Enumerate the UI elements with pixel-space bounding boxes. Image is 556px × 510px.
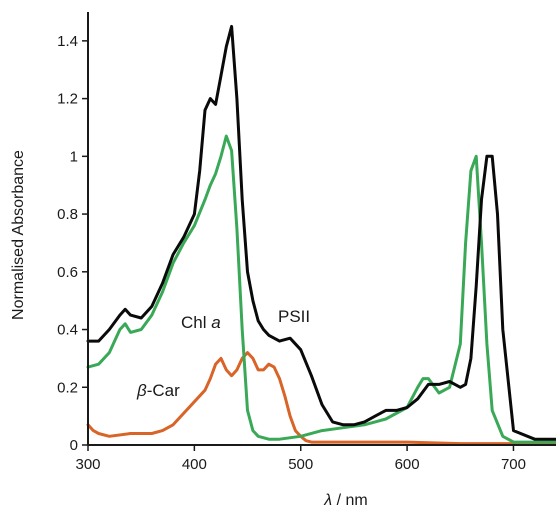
x-tick-label: 500	[288, 456, 313, 473]
beta-car-series-line	[86, 351, 556, 446]
psii-label: PSII	[278, 307, 310, 326]
x-tick-label: 400	[182, 456, 207, 473]
chl-a-label-main: Chl	[181, 313, 211, 332]
beta-car-label-greek: β	[136, 381, 147, 400]
y-tick-label: 1.2	[57, 91, 78, 108]
series-layer	[86, 24, 556, 446]
y-tick-label: 1.4	[57, 33, 78, 50]
x-axis-title: λ / nm	[323, 492, 367, 509]
beta-car-label-rest: -Car	[147, 381, 180, 400]
y-tick-label: 0	[70, 437, 78, 454]
axes-layer	[87, 12, 556, 446]
x-tick-label: 300	[75, 456, 100, 473]
x-axis-unit: / nm	[332, 492, 368, 509]
y-tick-label: 0.2	[57, 379, 78, 396]
y-axis-title: Normalised Absorbance	[10, 150, 27, 320]
beta-car-label: β-Car	[136, 381, 180, 400]
x-tick-label: 700	[501, 456, 526, 473]
chl-a-label-italic: a	[211, 313, 220, 332]
psii-series-line	[86, 24, 556, 441]
y-tick-label: 0.6	[57, 264, 78, 281]
x-tick-label: 600	[395, 456, 420, 473]
y-tick-label: 0.4	[57, 322, 78, 339]
chl-a-series-line	[86, 134, 556, 444]
chl-a-label: Chl a	[181, 313, 221, 332]
ticks-layer: 0 0.2 0.4 0.6 0.8 1 1.2 1.4 300 400 500 600 700	[57, 33, 526, 473]
y-tick-label: 1	[70, 148, 78, 165]
x-axis-symbol: λ	[323, 492, 332, 509]
y-tick-label: 0.8	[57, 206, 78, 223]
